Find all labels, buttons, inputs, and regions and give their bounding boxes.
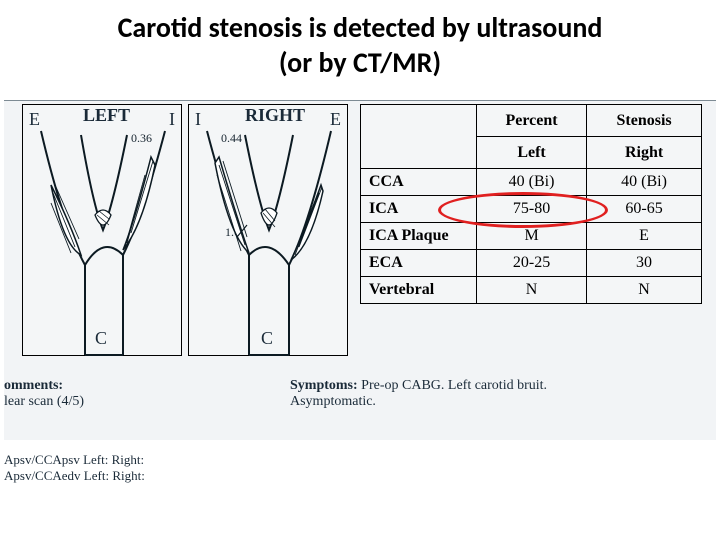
cell: 40 (Bi) — [477, 169, 587, 196]
vessel-svg-left — [23, 105, 183, 357]
ratio-line-2: Apsv/CCAedv Left: Right: — [4, 468, 145, 484]
table: Percent Stenosis Left Right CCA 40 (Bi) … — [360, 104, 702, 304]
comments-text: lear scan (4/5) — [4, 394, 84, 409]
vessel-diagram-right: I RIGHT E C 0.44 1.6 — [188, 104, 348, 356]
th-percent: Percent — [477, 105, 587, 137]
row-label: ICA Plaque — [361, 223, 477, 250]
comments-label: omments: — [4, 378, 63, 393]
th-right: Right — [587, 137, 702, 169]
cell: M — [477, 223, 587, 250]
table-row: Vertebral N N — [361, 277, 702, 304]
ratio-line-1: Apsv/CCApsv Left: Right: — [4, 452, 145, 468]
cell: E — [587, 223, 702, 250]
th-stenosis: Stenosis — [587, 105, 702, 137]
symptoms-label: Symptoms: — [290, 378, 358, 393]
title-line-2: (or by CT/MR) — [30, 45, 690, 80]
vessel-svg-right — [189, 105, 349, 357]
table-header-row-1: Percent Stenosis — [361, 105, 702, 137]
comments-block: omments: lear scan (4/5) — [4, 378, 84, 410]
stenosis-table: Percent Stenosis Left Right CCA 40 (Bi) … — [360, 104, 702, 304]
row-label: ECA — [361, 250, 477, 277]
cell: 75-80 — [477, 196, 587, 223]
cell: N — [587, 277, 702, 304]
table-row: ICA 75-80 60-65 — [361, 196, 702, 223]
table-row: CCA 40 (Bi) 40 (Bi) — [361, 169, 702, 196]
ratio-block: Apsv/CCApsv Left: Right: Apsv/CCAedv Lef… — [4, 452, 145, 484]
title-line-1: Carotid stenosis is detected by ultrasou… — [30, 10, 690, 45]
cell: 40 (Bi) — [587, 169, 702, 196]
row-label: ICA — [361, 196, 477, 223]
row-label: CCA — [361, 169, 477, 196]
table-row: ECA 20-25 30 — [361, 250, 702, 277]
row-label: Vertebral — [361, 277, 477, 304]
vessel-diagram-left: E LEFT I C 0.36 — [22, 104, 182, 356]
page-title: Carotid stenosis is detected by ultrasou… — [0, 0, 720, 86]
cell: 30 — [587, 250, 702, 277]
cell: N — [477, 277, 587, 304]
symptoms-text-1: Pre-op CABG. Left carotid bruit. — [361, 378, 547, 393]
th-left: Left — [477, 137, 587, 169]
cell: 60-65 — [587, 196, 702, 223]
table-row: ICA Plaque M E — [361, 223, 702, 250]
symptoms-text-2: Asymptomatic. — [290, 394, 376, 409]
symptoms-block: Symptoms: Pre-op CABG. Left carotid brui… — [290, 378, 547, 410]
cell: 20-25 — [477, 250, 587, 277]
